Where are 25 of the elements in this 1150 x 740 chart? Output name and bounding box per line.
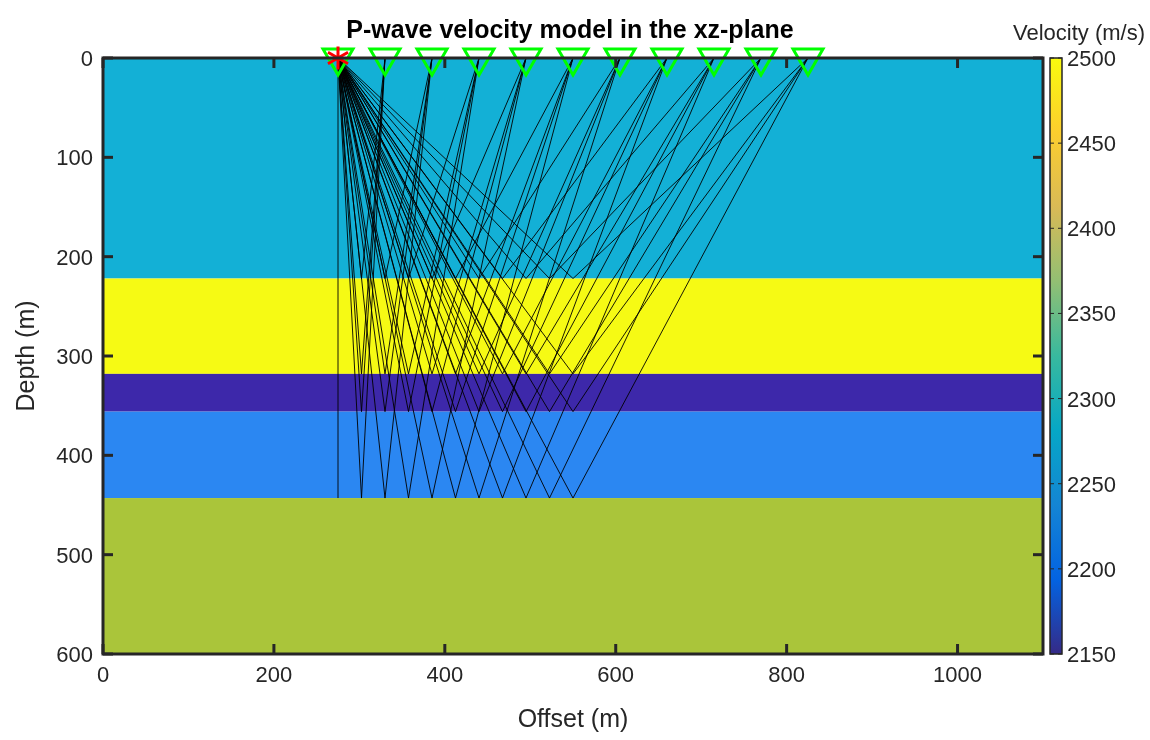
- x-tick-label: 400: [426, 662, 464, 687]
- y-tick-label: 400: [56, 443, 93, 469]
- x-tick-label: 200: [255, 662, 293, 687]
- y-axis-title: Depth (m): [11, 300, 39, 412]
- y-tick-label: 100: [56, 145, 93, 171]
- color-bar-title: Velocity (m/s): [1012, 20, 1145, 45]
- y-tick-label: 200: [56, 244, 93, 270]
- y-tick-label: 0: [80, 46, 93, 71]
- color-bar-label: 2200: [1067, 556, 1116, 582]
- color-bar-label: 2350: [1067, 301, 1116, 327]
- y-tick-label: 300: [56, 344, 93, 369]
- x-tick-label: 1000: [933, 662, 983, 687]
- color-bar-label: 2300: [1067, 386, 1116, 412]
- color-bar-label: 2500: [1067, 46, 1116, 71]
- color-bar-label: 2250: [1067, 471, 1116, 497]
- y-tick-label: 600: [56, 642, 93, 667]
- x-tick-label: 800: [768, 662, 805, 687]
- y-tick-label: 500: [56, 542, 93, 568]
- x-tick-label: 600: [597, 662, 635, 687]
- color-bar-label: 2400: [1067, 216, 1116, 242]
- color-bar-label: 2150: [1067, 642, 1116, 667]
- color-bar-label: 2450: [1067, 131, 1116, 157]
- x-tick-label: 0: [96, 662, 110, 687]
- x-axis-title: Offset (m): [517, 704, 629, 732]
- chart-title: P-wave velocity model in the xz-plane: [346, 15, 794, 43]
